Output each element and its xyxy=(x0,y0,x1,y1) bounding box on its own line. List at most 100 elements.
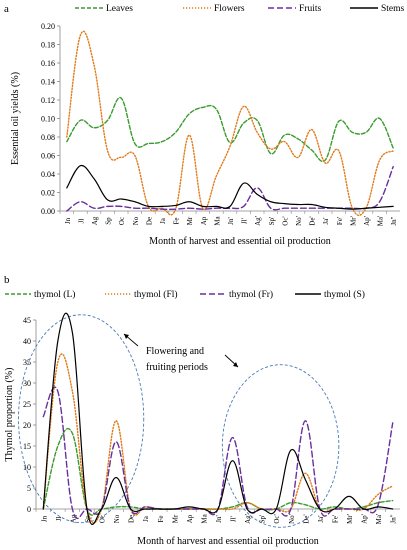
x-tick-label: Mr' xyxy=(346,514,354,524)
legend-label: Flowers xyxy=(214,4,245,14)
y-tick-label: 0.18 xyxy=(41,40,55,49)
legend-label: Fruits xyxy=(299,4,321,14)
x-tick-label: Fe' xyxy=(336,217,344,225)
legend-label: thymol (S) xyxy=(324,289,365,300)
x-tick-label: Mr' xyxy=(349,216,357,226)
fruiting-period-ellipse xyxy=(221,364,340,528)
x-tick-label: Ma xyxy=(200,513,208,523)
x-tick-label: Jl' xyxy=(230,516,238,522)
series-line-thymol-l- xyxy=(42,427,394,516)
y-tick-label: 30 xyxy=(23,379,31,388)
x-tick-label: Jn" xyxy=(390,514,398,523)
x-tick-label: Sp' xyxy=(268,217,276,226)
x-tick-label: De xyxy=(145,217,153,225)
y-tick-label: 5 xyxy=(27,484,31,493)
y-tick-label: 15 xyxy=(23,442,31,451)
annotation-arrowhead xyxy=(124,334,129,339)
x-tick-label: Ap xyxy=(186,514,194,523)
x-tick-label: No' xyxy=(288,514,296,524)
x-tick-label: Fe xyxy=(173,218,181,225)
x-tick-label: Ap' xyxy=(363,216,371,226)
x-tick-label: Sp xyxy=(105,217,113,225)
x-tick-label: Ma' xyxy=(377,216,385,227)
x-tick-label: No xyxy=(132,216,140,225)
x-tick-label: Oc xyxy=(118,217,126,225)
x-axis-title: Month of harvest and essential oil produ… xyxy=(137,536,319,547)
x-tick-label: Ma xyxy=(213,215,221,225)
series-line-thymol-fr- xyxy=(42,386,394,520)
x-tick-label: No xyxy=(113,514,121,523)
y-tick-label: 0 xyxy=(27,505,31,514)
legend-label: thymol (L) xyxy=(34,289,75,300)
annotation-arrowhead xyxy=(233,362,238,367)
y-tick-label: 0.16 xyxy=(41,59,55,68)
y-tick-label: 40 xyxy=(23,337,31,346)
x-tick-label: De' xyxy=(309,216,317,225)
legend-label: Leaves xyxy=(106,4,133,14)
chart-panel-a: a Leaves Flowers Fruits Stems 0.00 0.02 0.04 0.0… xyxy=(4,3,405,247)
x-tick-label: Ja xyxy=(142,515,150,522)
x-tick-label: De xyxy=(128,515,136,523)
x-tick-label: Jn' xyxy=(215,515,223,523)
y-axis-title: Thymol proportion (%) xyxy=(4,368,15,462)
x-tick-label: Ag xyxy=(91,216,99,225)
y-tick-label: 25 xyxy=(23,400,31,409)
x-tick-label: Ja' xyxy=(322,217,330,224)
series-line-thymol-s- xyxy=(42,312,394,525)
x-tick-label: Jn" xyxy=(390,216,398,225)
x-tick-label: Ag xyxy=(69,514,77,523)
annotation-text: fruiting periods xyxy=(146,362,208,373)
y-tick-label: 0.06 xyxy=(41,151,55,160)
series-line-stems xyxy=(66,164,394,210)
x-tick-label: Mr xyxy=(171,514,179,523)
legend-label: Stems xyxy=(381,4,405,14)
annotation-text: Flowering and xyxy=(146,346,204,357)
y-axis-title: Essential oil yields (%) xyxy=(10,72,21,165)
y-tick-label: 35 xyxy=(23,358,31,367)
x-tick-label: Ag' xyxy=(254,216,262,226)
series-line-leaves xyxy=(66,96,394,163)
x-tick-label: Ja xyxy=(159,217,167,224)
y-tick-label: 0.12 xyxy=(41,96,55,105)
x-tick-label: Oc' xyxy=(273,514,281,523)
series-line-flowers xyxy=(66,30,394,217)
x-axis-title: Month of harvest and essential oil produ… xyxy=(149,236,331,247)
y-tick-label: 0.00 xyxy=(41,207,55,216)
x-tick-label: Ma' xyxy=(375,514,383,525)
x-tick-label: No' xyxy=(295,216,303,226)
panel-label: b xyxy=(4,274,10,286)
x-tick-label: Fe xyxy=(157,516,165,523)
x-tick-label: Jn' xyxy=(227,217,235,225)
x-tick-label: Ag' xyxy=(244,514,252,524)
flowering-period-ellipse xyxy=(18,314,145,524)
x-tick-label: Ja' xyxy=(317,515,325,522)
x-tick-label: Fe' xyxy=(332,515,340,523)
x-tick-label: Jl xyxy=(55,517,63,522)
x-tick-label: Oc' xyxy=(281,216,289,225)
x-tick-label: Mr xyxy=(186,216,194,225)
y-tick-label: 45 xyxy=(23,316,31,325)
y-tick-label: 0.20 xyxy=(41,22,55,31)
y-tick-label: 0.10 xyxy=(41,114,55,123)
x-tick-label: Oc xyxy=(99,515,107,523)
chart-panel-b: b thymol (L) thymol (Fl) thymol (Fr) thymol … xyxy=(4,274,400,547)
x-tick-label: Jn xyxy=(64,217,72,224)
y-tick-label: 0.04 xyxy=(41,170,55,179)
x-tick-label: Ap xyxy=(200,216,208,225)
x-tick-label: Jl xyxy=(77,219,85,224)
legend-label: thymol (Fr) xyxy=(229,289,273,300)
y-tick-label: 10 xyxy=(23,463,31,472)
y-tick-label: 0.14 xyxy=(41,77,55,86)
series-line-thymol-fl- xyxy=(42,353,394,524)
x-tick-label: Jn xyxy=(40,515,48,522)
x-tick-label: Jl' xyxy=(241,218,249,224)
x-tick-label: Sp' xyxy=(259,515,267,524)
x-tick-label: Ap' xyxy=(361,514,369,524)
y-tick-label: 20 xyxy=(23,421,31,430)
panel-label: a xyxy=(4,3,9,15)
y-tick-label: 0.08 xyxy=(41,133,55,142)
y-tick-label: 0.02 xyxy=(41,188,55,197)
x-tick-label: Sp xyxy=(84,515,92,523)
legend-label: thymol (Fl) xyxy=(134,289,178,300)
